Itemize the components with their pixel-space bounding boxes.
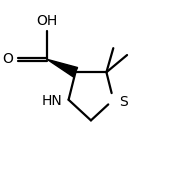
Text: OH: OH — [36, 14, 58, 28]
Text: HN: HN — [42, 94, 62, 108]
Text: S: S — [119, 95, 128, 109]
Polygon shape — [47, 59, 78, 77]
Text: O: O — [2, 52, 13, 66]
